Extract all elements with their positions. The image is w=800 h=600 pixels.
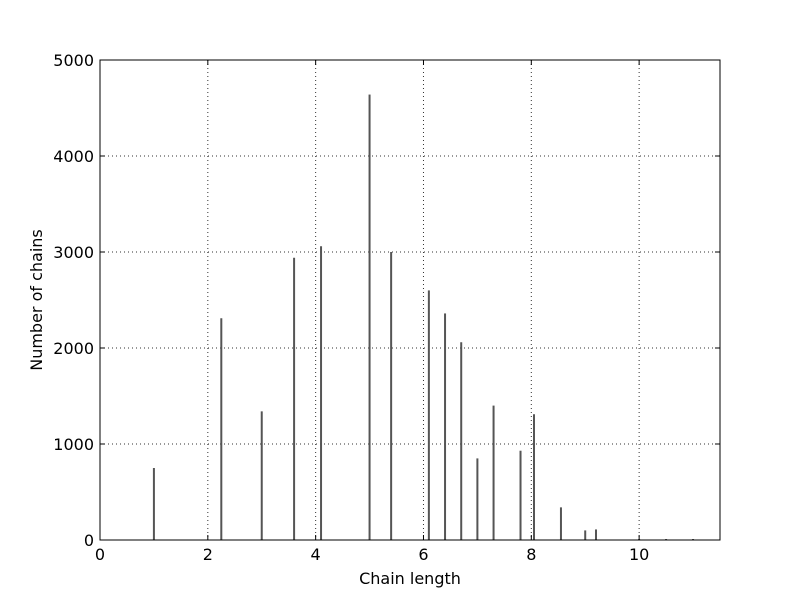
x-tick-label: 0 xyxy=(95,545,105,564)
bars xyxy=(152,94,695,541)
bar xyxy=(533,414,535,540)
bar xyxy=(559,507,562,540)
bar xyxy=(220,318,223,540)
bar xyxy=(460,342,463,540)
y-tick-label: 0 xyxy=(84,531,94,550)
x-tick-labels: 0 2 4 6 8 10 xyxy=(95,545,649,564)
x-tick-label: 2 xyxy=(203,545,213,564)
bar xyxy=(260,411,263,540)
bar xyxy=(427,290,430,540)
y-tick-label: 2000 xyxy=(53,339,94,358)
bar xyxy=(584,530,587,540)
bar xyxy=(595,529,597,540)
bar xyxy=(444,313,447,540)
grid xyxy=(99,59,720,541)
x-tick-label: 8 xyxy=(526,545,536,564)
y-tick-labels: 0 1000 2000 3000 4000 5000 xyxy=(53,51,94,550)
bar xyxy=(320,246,323,541)
bar xyxy=(293,257,296,540)
ticks xyxy=(99,59,720,541)
x-tick-label: 6 xyxy=(418,545,428,564)
bar xyxy=(519,450,522,540)
bar xyxy=(152,468,155,540)
x-tick-label: 10 xyxy=(629,545,649,564)
bar xyxy=(492,405,495,540)
plot-frame xyxy=(99,59,721,541)
bar xyxy=(390,252,393,540)
y-tick-label: 5000 xyxy=(53,51,94,70)
bar xyxy=(368,94,371,540)
y-axis-label: Number of chains xyxy=(27,229,46,371)
y-tick-label: 1000 xyxy=(53,435,94,454)
x-tick-label: 4 xyxy=(311,545,321,564)
y-tick-label: 4000 xyxy=(53,147,94,166)
y-tick-label: 3000 xyxy=(53,243,94,262)
x-axis-label: Chain length xyxy=(359,569,461,588)
bar xyxy=(476,458,479,540)
